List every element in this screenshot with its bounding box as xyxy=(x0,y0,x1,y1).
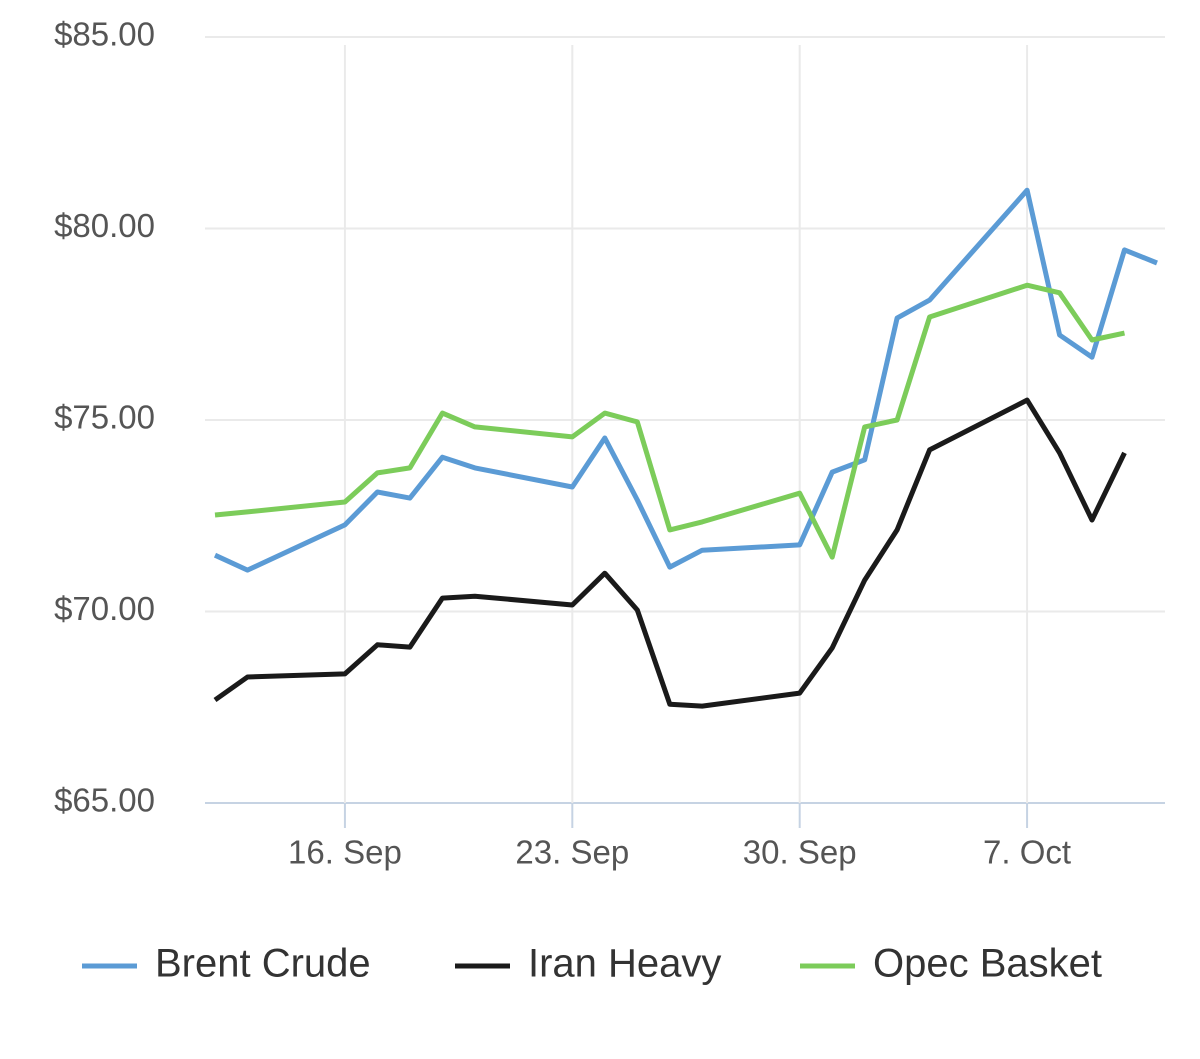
y-tick-label: $80.00 xyxy=(54,207,155,244)
x-tick-label: 30. Sep xyxy=(743,834,857,871)
y-tick-label: $85.00 xyxy=(54,16,155,53)
x-tick-label: 7. Oct xyxy=(983,834,1071,871)
x-tick-label: 16. Sep xyxy=(288,834,402,871)
series-line xyxy=(213,187,1158,573)
series-line xyxy=(213,397,1127,709)
y-tick-label: $70.00 xyxy=(54,590,155,627)
legend-label: Iran Heavy xyxy=(528,942,721,986)
y-tick-label: $65.00 xyxy=(54,782,155,819)
legend-label: Opec Basket xyxy=(873,942,1102,986)
y-tick-label: $75.00 xyxy=(54,399,155,436)
legend-label: Brent Crude xyxy=(155,942,371,986)
series-line xyxy=(214,282,1126,560)
x-tick-label: 23. Sep xyxy=(515,834,629,871)
